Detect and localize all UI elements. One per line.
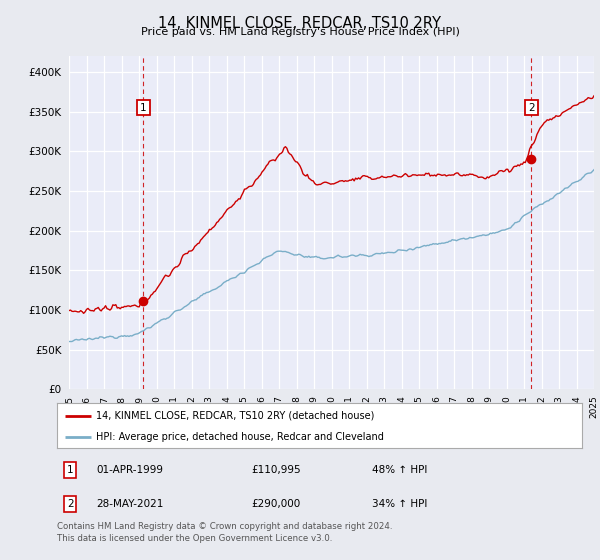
Text: Contains HM Land Registry data © Crown copyright and database right 2024.
This d: Contains HM Land Registry data © Crown c… (57, 522, 392, 543)
Text: 2: 2 (67, 499, 73, 509)
Text: 01-APR-1999: 01-APR-1999 (97, 465, 163, 475)
Text: £290,000: £290,000 (251, 499, 301, 509)
Text: 1: 1 (140, 102, 146, 113)
Text: 14, KINMEL CLOSE, REDCAR, TS10 2RY (detached house): 14, KINMEL CLOSE, REDCAR, TS10 2RY (deta… (97, 410, 375, 421)
Text: Price paid vs. HM Land Registry's House Price Index (HPI): Price paid vs. HM Land Registry's House … (140, 27, 460, 37)
Text: 34% ↑ HPI: 34% ↑ HPI (372, 499, 427, 509)
Text: HPI: Average price, detached house, Redcar and Cleveland: HPI: Average price, detached house, Redc… (97, 432, 384, 442)
Text: 14, KINMEL CLOSE, REDCAR, TS10 2RY: 14, KINMEL CLOSE, REDCAR, TS10 2RY (158, 16, 442, 31)
Text: 28-MAY-2021: 28-MAY-2021 (97, 499, 164, 509)
Text: £110,995: £110,995 (251, 465, 301, 475)
Text: 1: 1 (67, 465, 73, 475)
Text: 48% ↑ HPI: 48% ↑ HPI (372, 465, 427, 475)
Text: 2: 2 (528, 102, 535, 113)
